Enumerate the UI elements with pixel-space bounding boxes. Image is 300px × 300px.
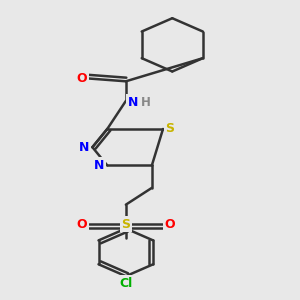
Text: O: O (164, 218, 175, 231)
Text: H: H (141, 96, 151, 109)
Text: S: S (122, 218, 130, 231)
Text: N: N (94, 159, 104, 172)
Text: Cl: Cl (119, 277, 133, 290)
Text: S: S (165, 122, 174, 136)
Text: O: O (77, 218, 87, 231)
Text: N: N (79, 141, 89, 154)
Text: O: O (77, 72, 87, 85)
Text: N: N (128, 96, 139, 109)
